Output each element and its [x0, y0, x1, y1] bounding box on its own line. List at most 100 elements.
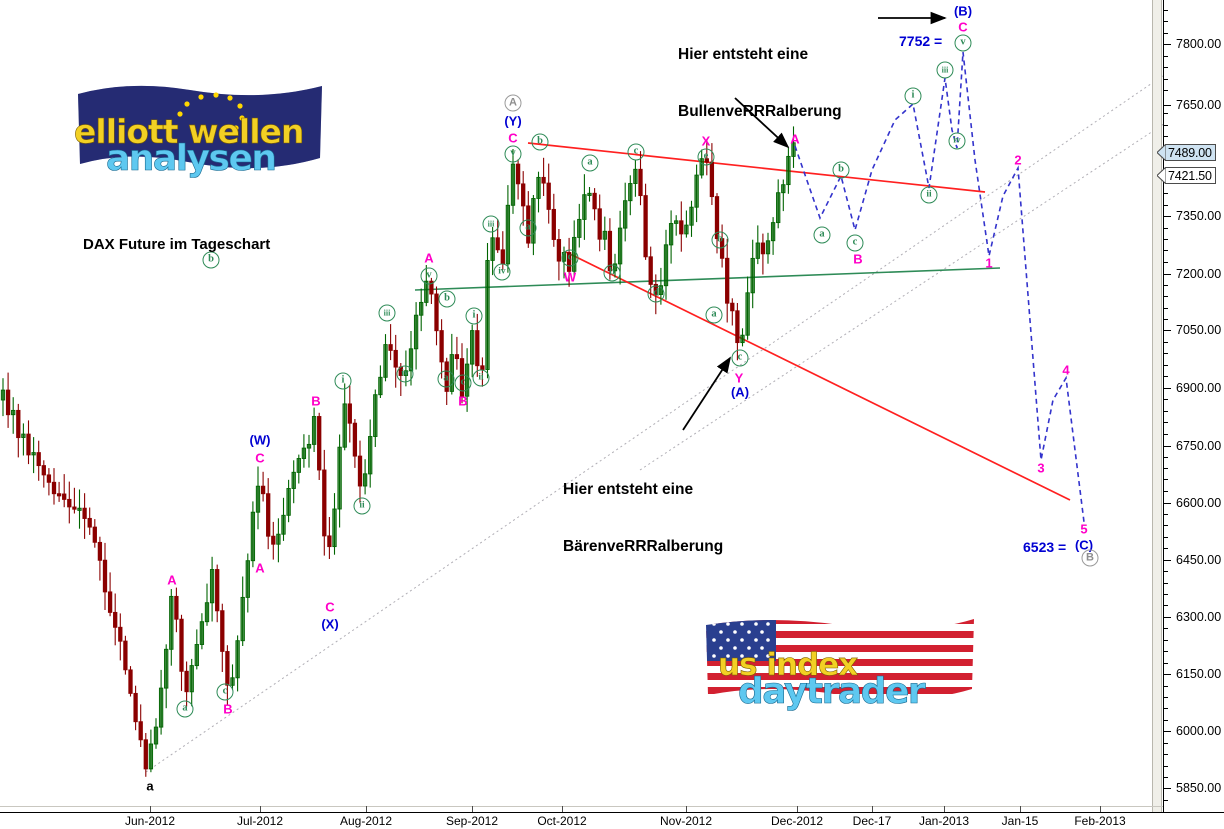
yaxis-minor-tick — [1163, 250, 1168, 251]
yaxis-tick-label: 7800.00 — [1176, 37, 1222, 51]
circled-wave-label: a — [813, 226, 831, 244]
yaxis-minor-tick — [1163, 754, 1168, 755]
candle-body — [179, 618, 184, 672]
candle-body — [255, 485, 261, 513]
candle-body — [276, 533, 281, 545]
yaxis-minor-tick — [1163, 296, 1168, 297]
circled-wave-label: c — [846, 234, 864, 252]
xaxis-tick-label[interactable]: Nov-2012 — [659, 814, 713, 828]
yaxis-minor-tick — [1163, 479, 1168, 480]
xaxis-tick-mark — [260, 806, 261, 812]
candle-body — [184, 670, 189, 693]
yaxis-minor-tick — [1163, 800, 1168, 801]
yaxis-tick-mark — [1163, 44, 1171, 45]
yaxis-tick-label: 5850.00 — [1176, 781, 1222, 795]
eu-flag-graphic — [78, 85, 322, 169]
yaxis-minor-tick — [1163, 651, 1168, 652]
candle-body — [92, 526, 97, 543]
yaxis-minor-tick — [1163, 422, 1168, 423]
yaxis-tick-mark — [1163, 274, 1171, 275]
candle-body — [158, 687, 164, 728]
xaxis-tick-label[interactable]: Feb-2013 — [1074, 814, 1126, 828]
yaxis-minor-tick — [1163, 113, 1168, 114]
yaxis-minor-tick — [1163, 262, 1168, 263]
wave-label: B — [853, 251, 863, 267]
xaxis-tick-label[interactable]: Jun-2012 — [124, 814, 176, 828]
candle-body — [413, 314, 419, 350]
yaxis-minor-tick — [1163, 686, 1168, 687]
eu-logo-line2: analysen — [106, 138, 278, 180]
yaxis-minor-tick — [1163, 697, 1168, 698]
candle-body — [107, 591, 113, 613]
wave-label: a — [146, 778, 154, 794]
wave-label: 2 — [1014, 152, 1022, 168]
xaxis-tick-label[interactable]: Dec-2012 — [770, 814, 824, 828]
xaxis-tick-label[interactable]: Sep-2012 — [445, 814, 499, 828]
candle-body — [373, 394, 378, 437]
yaxis-minor-tick — [1163, 583, 1168, 584]
xaxis-tick-label[interactable]: Jul-2012 — [236, 814, 284, 828]
xaxis-tick-label[interactable]: Jan-15 — [1001, 814, 1039, 828]
candle-body — [546, 182, 551, 210]
yaxis-minor-tick — [1163, 491, 1168, 492]
us-flag-graphic — [706, 619, 974, 700]
price-flag[interactable]: 7489.00 — [1156, 142, 1216, 163]
yaxis-gutter — [1152, 0, 1162, 812]
candle-body — [153, 726, 159, 745]
yaxis-minor-tick — [1163, 342, 1168, 343]
circled-wave-label: iv — [948, 132, 966, 150]
circled-wave-label: i — [465, 307, 483, 325]
xaxis-tick-label[interactable]: Oct-2012 — [537, 814, 587, 828]
xaxis-tick-label[interactable]: Aug-2012 — [339, 814, 393, 828]
candle-body — [169, 595, 174, 650]
candle-body — [679, 220, 684, 235]
candle-body — [393, 349, 398, 368]
circled-wave-label: c — [561, 249, 579, 267]
wave-label: (X) — [321, 616, 339, 632]
candle-body — [475, 330, 480, 367]
price-flag[interactable]: 7421.50 — [1156, 165, 1216, 186]
candle-body — [138, 721, 143, 741]
candle-body — [36, 452, 41, 467]
candle-body — [46, 474, 52, 483]
circled-wave-label: i — [334, 372, 352, 390]
xaxis-tick-mark — [472, 806, 473, 812]
yaxis-minor-tick — [1163, 239, 1168, 240]
candle-body — [209, 569, 215, 604]
wave-label: B — [223, 701, 233, 717]
xaxis-tick-label[interactable]: Jan-2013 — [918, 814, 970, 828]
yaxis-minor-tick — [1163, 708, 1168, 709]
wave-label: X — [701, 133, 711, 149]
candle-body — [5, 389, 11, 416]
candle-body — [87, 517, 92, 528]
yaxis-tick-mark — [1163, 105, 1171, 106]
candle-body — [164, 648, 169, 689]
circled-wave-label: b — [603, 264, 621, 282]
candle-body — [352, 422, 358, 457]
candle-body — [11, 409, 16, 416]
candle-body — [633, 168, 638, 184]
wave-label: C — [958, 19, 968, 35]
candle-body — [174, 595, 179, 620]
candle-body — [56, 493, 62, 497]
yaxis-minor-tick — [1163, 193, 1168, 194]
circled-wave-label: A — [504, 94, 522, 112]
wave-label: B — [311, 393, 321, 409]
candle-body — [592, 192, 597, 210]
xaxis-tick-label[interactable]: Dec-17 — [852, 814, 892, 828]
yaxis-tick-label: 6600.00 — [1176, 496, 1222, 510]
candle-body — [786, 155, 791, 186]
candle-body — [31, 452, 36, 456]
yaxis-tick-label: 6900.00 — [1176, 381, 1222, 395]
xaxis-tick-mark — [797, 806, 798, 812]
candle-body — [204, 602, 210, 623]
candle-body — [735, 310, 740, 344]
xaxis-tick-mark — [1100, 806, 1101, 812]
circled-wave-label: b — [531, 133, 549, 151]
candle-body — [230, 677, 235, 686]
wave-label: A — [424, 250, 434, 266]
yaxis-minor-tick — [1163, 10, 1168, 11]
yaxis-band[interactable] — [1163, 0, 1224, 812]
candle-body — [623, 200, 628, 229]
